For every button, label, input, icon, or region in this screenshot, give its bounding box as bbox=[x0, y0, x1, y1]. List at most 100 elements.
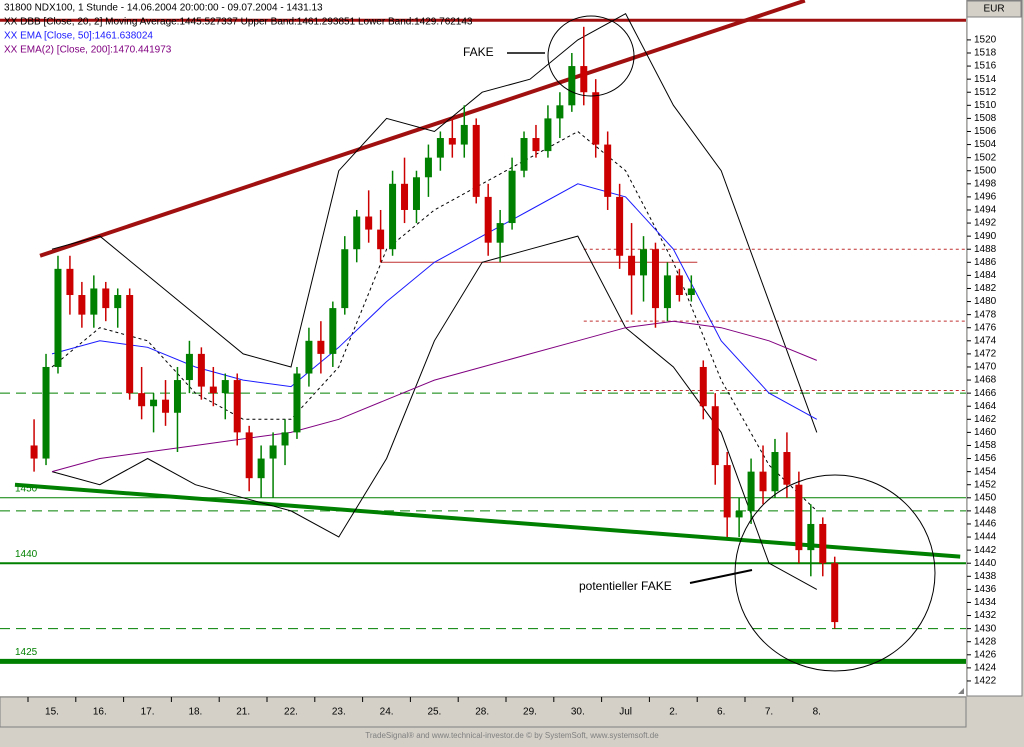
x-tick-label: 6. bbox=[717, 707, 725, 718]
candle-body bbox=[329, 308, 337, 354]
candle-body bbox=[317, 340, 325, 354]
y-tick-label: 1460 bbox=[974, 427, 997, 438]
y-tick-label: 1492 bbox=[974, 218, 997, 229]
candle-body bbox=[675, 275, 683, 296]
annotation: FAKE bbox=[463, 45, 494, 59]
candle-body bbox=[66, 268, 74, 296]
x-tick-label: 18. bbox=[188, 707, 202, 718]
candle-body bbox=[556, 105, 564, 119]
y-tick-label: 1516 bbox=[974, 61, 997, 72]
y-tick-label: 1426 bbox=[974, 649, 997, 660]
y-tick-label: 1436 bbox=[974, 584, 997, 595]
y-tick-label: 1494 bbox=[974, 205, 997, 216]
y-tick-label: 1464 bbox=[974, 401, 997, 412]
candle-body bbox=[568, 66, 576, 106]
currency-box bbox=[966, 0, 1022, 18]
candle-body bbox=[580, 66, 588, 93]
candle-body bbox=[78, 295, 86, 315]
y-tick-label: 1448 bbox=[974, 506, 997, 517]
candle-body bbox=[747, 471, 755, 511]
candle-body bbox=[687, 288, 695, 296]
y-tick-label: 1518 bbox=[974, 48, 997, 59]
candle-body bbox=[269, 445, 277, 459]
y-tick-label: 1446 bbox=[974, 519, 997, 530]
candle-body bbox=[42, 366, 50, 459]
x-tick-label: 16. bbox=[93, 707, 107, 718]
x-tick-label: Jul bbox=[619, 707, 632, 718]
indicator-line bbox=[51, 320, 817, 473]
y-tick-label: 1484 bbox=[974, 270, 997, 281]
y-tick-label: 1468 bbox=[974, 375, 997, 386]
candle-body bbox=[819, 523, 827, 564]
candle-body bbox=[699, 366, 707, 407]
y-tick-label: 1478 bbox=[974, 309, 997, 320]
candle-body bbox=[424, 157, 432, 178]
currency: EUR bbox=[983, 4, 1004, 15]
candle-body bbox=[389, 183, 397, 250]
y-tick-label: 1506 bbox=[974, 126, 997, 137]
x-tick-label: 25. bbox=[427, 707, 441, 718]
candle-body bbox=[162, 399, 170, 413]
candle-body bbox=[771, 452, 779, 492]
candle-body bbox=[209, 386, 217, 394]
x-tick-label: 17. bbox=[141, 707, 155, 718]
y-tick-label: 1444 bbox=[974, 532, 997, 543]
x-tick-label: 8. bbox=[813, 707, 821, 718]
candle-body bbox=[520, 138, 528, 171]
x-axis-area bbox=[0, 696, 967, 728]
y-tick-label: 1496 bbox=[974, 192, 997, 203]
candle-body bbox=[185, 353, 193, 381]
footer: TradeSignal® and www.technical-investor.… bbox=[365, 731, 659, 740]
arrow-line bbox=[689, 569, 753, 584]
y-tick-label: 1476 bbox=[974, 322, 997, 333]
y-tick-label: 1466 bbox=[974, 388, 997, 399]
y-tick-label: 1434 bbox=[974, 597, 997, 608]
candle-body bbox=[831, 563, 839, 623]
candle-body bbox=[436, 138, 444, 158]
legend-entry: XX EMA(2) [Close, 200]:1470.441973 bbox=[4, 45, 172, 56]
x-tick-label: 21. bbox=[236, 707, 250, 718]
candle-body bbox=[30, 445, 38, 459]
x-tick-label: 15. bbox=[45, 707, 59, 718]
candle-body bbox=[257, 458, 265, 479]
y-axis-area bbox=[966, 0, 1023, 697]
y-tick-label: 1428 bbox=[974, 636, 997, 647]
candle-body bbox=[723, 465, 731, 518]
y-tick-label: 1500 bbox=[974, 165, 997, 176]
x-tick-label: 2. bbox=[669, 707, 677, 718]
y-tick-label: 1450 bbox=[974, 492, 997, 503]
level-label: 1440 bbox=[15, 549, 38, 560]
candle-body bbox=[150, 399, 158, 407]
candle-body bbox=[711, 406, 719, 466]
candle-body bbox=[54, 268, 62, 367]
candle-body bbox=[90, 288, 98, 315]
y-tick-label: 1486 bbox=[974, 257, 997, 268]
plot-area bbox=[0, 0, 966, 696]
x-tick-label: 23. bbox=[332, 707, 346, 718]
fake-circle bbox=[547, 15, 635, 97]
legend-entry: XX DBB [Close, 20, 2] Moving Average:144… bbox=[4, 17, 473, 28]
y-tick-label: 1424 bbox=[974, 663, 997, 674]
y-tick-label: 1488 bbox=[974, 244, 997, 255]
indicator-line bbox=[51, 130, 818, 512]
plot: 1450 1440 1425 bbox=[0, 0, 966, 664]
x-tick-label: 29. bbox=[523, 707, 537, 718]
y-tick-label: 1472 bbox=[974, 349, 997, 360]
candle-body bbox=[102, 288, 110, 309]
candle-body bbox=[401, 183, 409, 210]
candle-body bbox=[114, 295, 122, 309]
candle-body bbox=[484, 196, 492, 243]
candle-body bbox=[795, 484, 803, 551]
y-tick-label: 1498 bbox=[974, 178, 997, 189]
candle-body bbox=[245, 432, 253, 479]
y-tick-label: 1482 bbox=[974, 283, 997, 294]
candle-body bbox=[281, 432, 289, 446]
candle-body bbox=[197, 353, 205, 387]
candle-body bbox=[138, 393, 146, 407]
y-tick-label: 1512 bbox=[974, 87, 997, 98]
y-tick-label: 1514 bbox=[974, 74, 997, 85]
x-tick-label: 7. bbox=[765, 707, 773, 718]
candle-body bbox=[508, 170, 516, 224]
y-tick-label: 1442 bbox=[974, 545, 997, 556]
